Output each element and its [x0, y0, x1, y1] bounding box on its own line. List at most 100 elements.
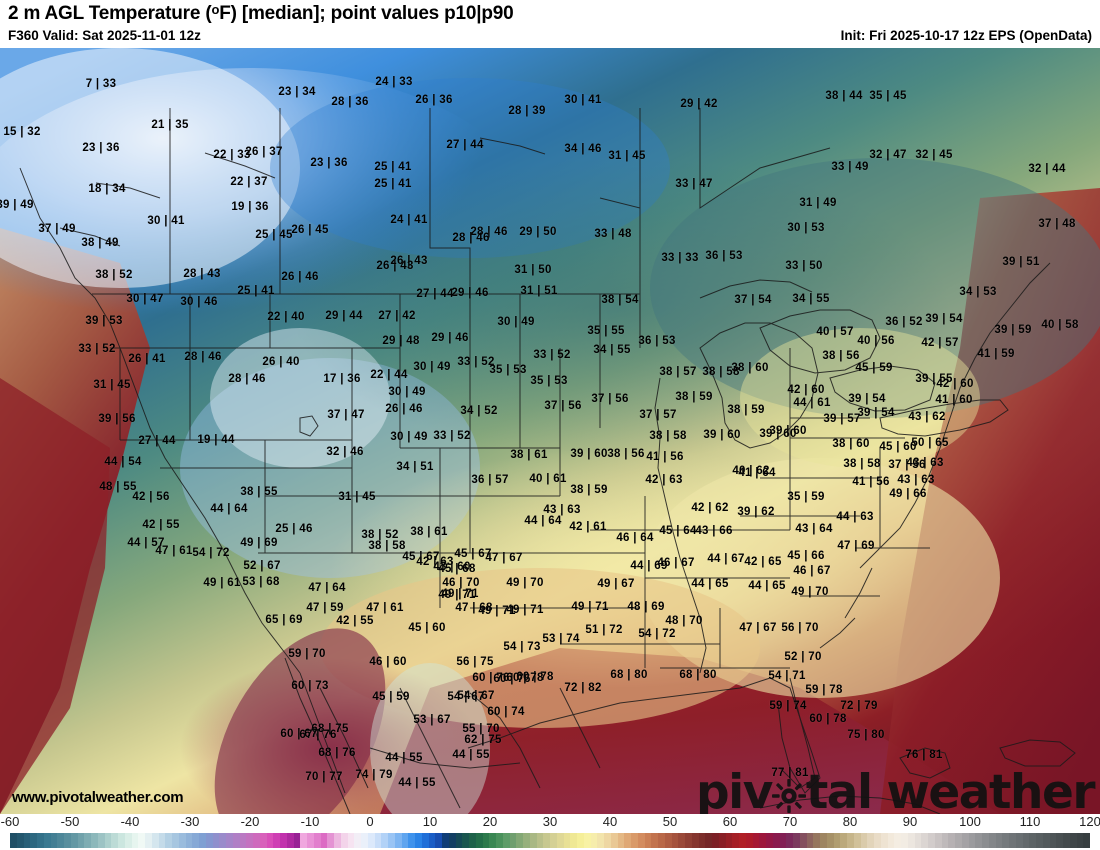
point-value: 33 | 52 — [533, 349, 571, 361]
point-value: 42 | 56 — [132, 491, 170, 503]
point-value: 26 | 37 — [245, 146, 283, 158]
point-value: 37 | 56 — [888, 459, 926, 471]
baja-hot — [214, 628, 386, 814]
point-value: 34 | 46 — [564, 143, 602, 155]
colorbar-swatch — [16, 833, 24, 848]
point-value: 48 | 70 — [665, 615, 703, 627]
colorbar-swatch — [145, 833, 152, 848]
colorbar-tick-label: 120 — [1079, 814, 1100, 829]
point-value: 39 | 59 — [994, 324, 1032, 336]
colorbar-swatch — [30, 833, 37, 848]
colorbar-swatch — [408, 833, 415, 848]
point-value: 39 | 49 — [0, 199, 34, 211]
point-value: 44 | 57 — [127, 537, 165, 549]
point-value: 22 | 33 — [213, 149, 251, 161]
colorbar-swatch — [172, 833, 179, 848]
point-value: 37 | 57 — [639, 409, 677, 421]
point-value: 39 | 62 — [737, 506, 775, 518]
point-value: 49 | 69 — [240, 537, 278, 549]
colorbar-swatch — [907, 833, 915, 848]
point-value: 39 | 53 — [85, 315, 123, 327]
point-value: 47 | 67 — [485, 552, 523, 564]
point-value: 28 | 43 — [183, 268, 221, 280]
point-value: 23 | 36 — [310, 157, 348, 169]
point-value: 39 | 60 — [570, 448, 608, 460]
point-value: 23 | 34 — [278, 86, 316, 98]
colorbar-tick-label: -10 — [300, 814, 320, 829]
colorbar-swatch — [556, 833, 564, 848]
point-value: 42 | 57 — [921, 337, 959, 349]
colorbar-swatch — [496, 833, 503, 848]
colorbar-swatch — [394, 833, 402, 848]
point-value: 43 | 63 — [543, 504, 581, 516]
point-value: 45 | 59 — [855, 362, 893, 374]
colorbar-swatch — [475, 833, 483, 848]
point-value: 18 | 34 — [88, 183, 126, 195]
point-value: 72 | 82 — [564, 682, 602, 694]
point-value: 44 | 54 — [104, 456, 142, 468]
colorbar-swatch — [64, 833, 71, 848]
point-value: 30 | 53 — [787, 222, 825, 234]
point-value: 25 | 41 — [237, 285, 275, 297]
point-value: 36 | 53 — [638, 335, 676, 347]
colorbar-tick-label: 20 — [482, 814, 498, 829]
point-value: 38 | 58 — [702, 366, 740, 378]
point-value: 45 | 68 — [438, 563, 476, 575]
point-value: 19 | 44 — [197, 434, 235, 446]
point-value: 28 | 39 — [508, 105, 546, 117]
point-value: 75 | 80 — [847, 729, 885, 741]
point-value: 41 | 59 — [977, 348, 1015, 360]
colorbar-swatch — [529, 833, 537, 848]
point-value: 32 | 47 — [869, 149, 907, 161]
point-value: 31 | 50 — [514, 264, 552, 276]
point-value: 60 | 74 — [487, 706, 525, 718]
point-value: 50 | 65 — [911, 437, 949, 449]
point-value: 37 | 49 — [38, 223, 76, 235]
point-value: 68 | 76 — [318, 747, 356, 759]
colorbar-tick-label: 30 — [542, 814, 558, 829]
point-value: 36 | 57 — [471, 474, 509, 486]
colorbar-swatch — [934, 833, 942, 848]
point-value: 30 | 46 — [180, 296, 218, 308]
point-value: 37 | 56 — [544, 400, 582, 412]
point-value: 19 | 36 — [231, 201, 269, 213]
point-value: 30 | 49 — [413, 361, 451, 373]
point-value: 54 | 72 — [638, 628, 676, 640]
point-value: 17 | 36 — [323, 373, 361, 385]
colorbar-swatch — [448, 833, 456, 848]
point-value: 34 | 53 — [959, 286, 997, 298]
point-value: 46 | 60 — [369, 656, 407, 668]
site-url[interactable]: www.pivotalweather.com — [12, 789, 184, 806]
point-value: 60 | 78 — [809, 713, 847, 725]
point-value: 49 | 61 — [203, 577, 241, 589]
colorbar-swatch — [1029, 833, 1036, 848]
point-value: 29 | 44 — [325, 310, 363, 322]
point-value: 31 | 45 — [608, 150, 646, 162]
point-value: 32 | 45 — [915, 149, 953, 161]
colorbar-swatch — [442, 833, 449, 848]
colorbar-swatch — [91, 833, 98, 848]
point-value: 28 | 46 — [184, 351, 222, 363]
point-value: 49 | 70 — [791, 586, 829, 598]
point-value: 60 | 76 — [472, 672, 510, 684]
point-value: 32 | 44 — [1028, 163, 1066, 175]
point-value: 52 | 67 — [243, 560, 281, 572]
colorbar-swatch — [901, 833, 908, 848]
pacific-hot-core — [0, 378, 110, 814]
point-value: 24 | 33 — [375, 76, 413, 88]
point-value: 26 | 43 — [376, 260, 414, 272]
colorbar-gradient[interactable] — [10, 833, 1090, 848]
colorbar-swatch — [178, 833, 186, 848]
point-value: 62 | 75 — [464, 734, 502, 746]
point-value: 38 | 52 — [361, 529, 399, 541]
point-value: 36 | 53 — [705, 250, 743, 262]
point-value: 29 | 50 — [519, 226, 557, 238]
watermark-right: tal weather — [805, 765, 1096, 814]
point-value: 54 | 72 — [192, 547, 230, 559]
weather-map[interactable]: 7 | 33 15 | 32 23 | 36 21 | 35 22 | 33 26 | 3… — [0, 48, 1100, 814]
point-value: 38 | 59 — [727, 404, 765, 416]
colorbar-swatch — [185, 833, 193, 848]
point-value: 42 | 65 — [744, 556, 782, 568]
point-value: 42 | 55 — [336, 615, 374, 627]
colorbar-swatch — [226, 833, 233, 848]
